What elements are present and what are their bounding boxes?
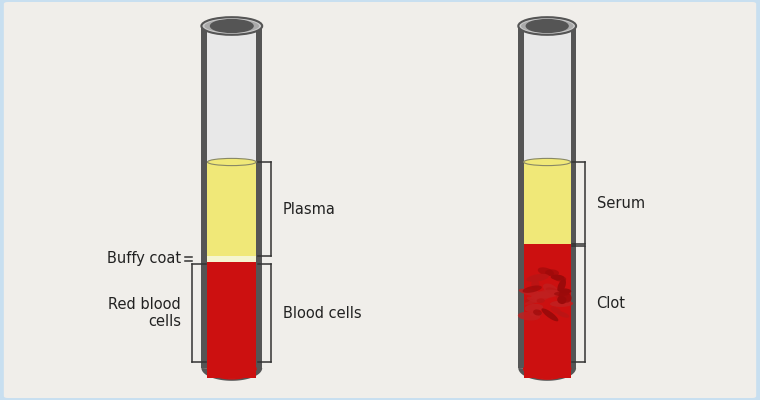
Text: Buffy coat: Buffy coat — [106, 252, 181, 266]
Bar — [207, 162, 256, 256]
Ellipse shape — [545, 269, 559, 276]
FancyBboxPatch shape — [4, 2, 756, 398]
Bar — [524, 162, 571, 244]
PathPatch shape — [201, 368, 262, 381]
Ellipse shape — [211, 20, 253, 32]
Ellipse shape — [550, 300, 573, 307]
Bar — [207, 262, 256, 378]
Ellipse shape — [557, 296, 566, 304]
Ellipse shape — [550, 307, 562, 314]
Ellipse shape — [530, 290, 559, 299]
Ellipse shape — [526, 20, 568, 32]
Ellipse shape — [541, 308, 559, 321]
Ellipse shape — [519, 289, 544, 297]
Ellipse shape — [524, 299, 536, 304]
Bar — [256, 26, 262, 368]
Text: Plasma: Plasma — [283, 202, 336, 216]
Bar — [524, 26, 571, 368]
Ellipse shape — [530, 312, 543, 316]
Ellipse shape — [531, 280, 540, 288]
Text: Red blood
cells: Red blood cells — [108, 297, 181, 329]
Ellipse shape — [527, 297, 540, 302]
Ellipse shape — [557, 311, 569, 318]
Text: Clot: Clot — [597, 296, 625, 312]
Ellipse shape — [551, 274, 564, 280]
Ellipse shape — [553, 275, 566, 282]
Ellipse shape — [201, 17, 262, 35]
Ellipse shape — [518, 17, 576, 35]
Ellipse shape — [557, 279, 566, 293]
Ellipse shape — [207, 158, 256, 166]
Ellipse shape — [556, 293, 568, 301]
Bar — [518, 26, 524, 368]
Ellipse shape — [523, 286, 542, 293]
Bar — [201, 26, 207, 368]
Polygon shape — [207, 368, 256, 379]
Ellipse shape — [538, 267, 554, 276]
Ellipse shape — [524, 158, 571, 166]
Ellipse shape — [521, 19, 573, 33]
Bar — [207, 256, 256, 262]
PathPatch shape — [518, 368, 576, 381]
Ellipse shape — [554, 292, 569, 296]
Ellipse shape — [559, 291, 572, 303]
Ellipse shape — [543, 284, 559, 295]
Text: Blood cells: Blood cells — [283, 306, 361, 320]
Ellipse shape — [526, 274, 549, 282]
Polygon shape — [524, 368, 571, 379]
Bar — [571, 26, 576, 368]
Ellipse shape — [537, 298, 545, 303]
Ellipse shape — [536, 290, 560, 298]
Ellipse shape — [204, 19, 259, 33]
Ellipse shape — [524, 304, 543, 312]
Ellipse shape — [546, 287, 559, 295]
Ellipse shape — [533, 310, 542, 316]
Ellipse shape — [558, 288, 572, 294]
Bar — [207, 26, 256, 368]
Text: Serum: Serum — [597, 196, 644, 210]
Bar — [524, 244, 571, 378]
Ellipse shape — [524, 296, 550, 305]
Ellipse shape — [518, 312, 540, 320]
